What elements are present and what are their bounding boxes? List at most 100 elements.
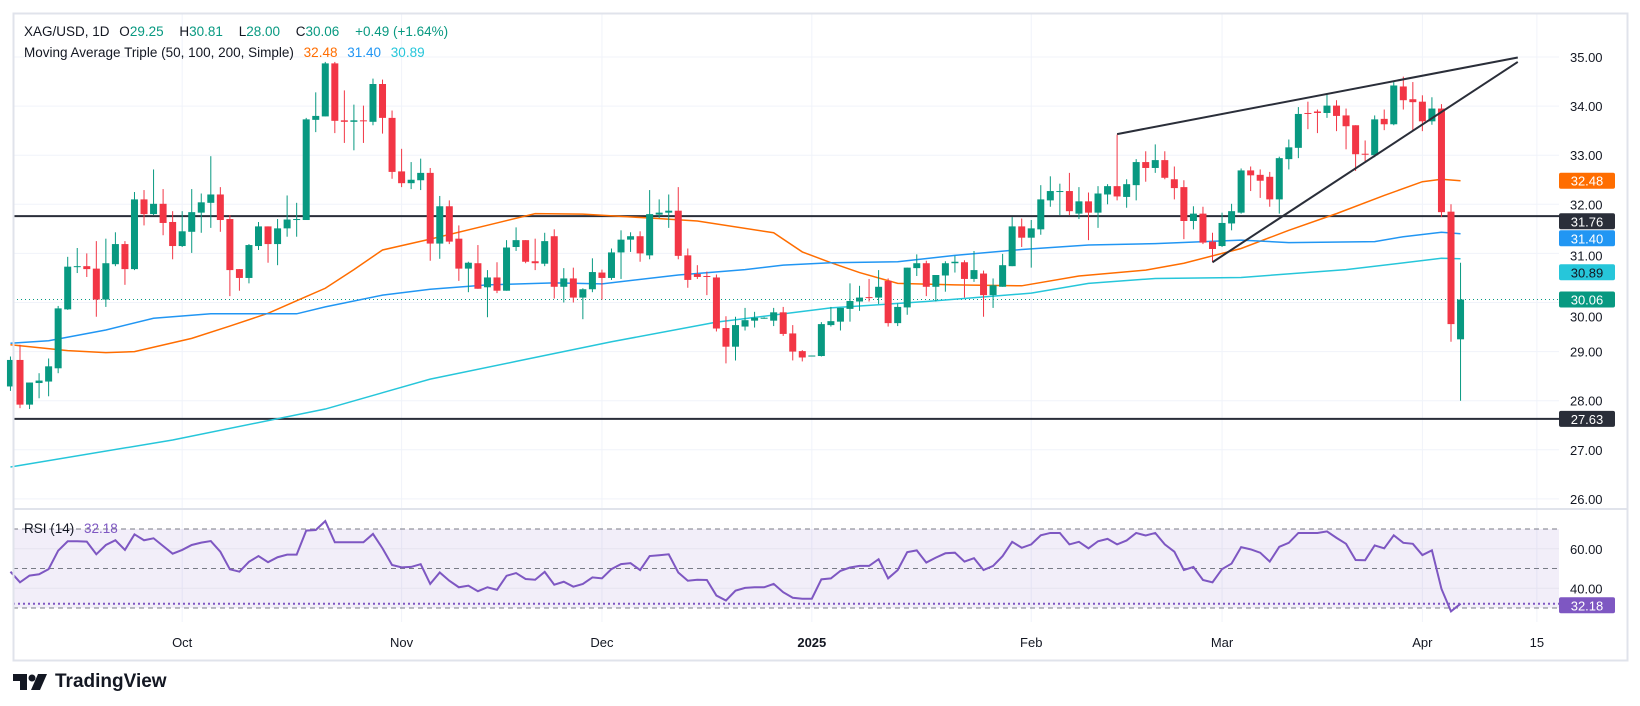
candle-body <box>1046 191 1054 201</box>
candle-body <box>779 312 787 334</box>
candle-body <box>951 261 959 264</box>
rsi-line-path <box>9 519 1462 613</box>
candles <box>6 61 1465 410</box>
candle-body <box>665 210 673 213</box>
candle-body <box>836 307 844 322</box>
candle-body <box>522 240 530 262</box>
candle-body <box>331 63 339 121</box>
candle-body <box>45 366 53 382</box>
open-label: O <box>119 24 130 39</box>
candle-body <box>1275 158 1283 200</box>
candle-body <box>999 265 1007 287</box>
candle-body <box>1132 162 1140 186</box>
candle-body <box>359 120 367 122</box>
level-price-tag-bg <box>1559 213 1615 230</box>
candle-body <box>121 244 129 270</box>
price-tags: 32.48 31.76 31.40 30.89 30.06 27.63 32.18 <box>1559 172 1615 614</box>
high-label: H <box>179 24 190 39</box>
price-tick-label: 30.00 <box>1570 310 1603 325</box>
close-label: C <box>295 24 306 39</box>
candle-body <box>350 120 358 122</box>
candle-body <box>1361 153 1369 155</box>
candle-body <box>245 245 253 278</box>
trendlines[interactable] <box>1116 56 1519 264</box>
price-tick-label: 31.00 <box>1570 248 1603 263</box>
chart-frame <box>12 12 1629 662</box>
candle-body <box>483 277 491 288</box>
candle-body <box>1056 191 1064 193</box>
candle-body <box>1247 170 1255 176</box>
candle-body <box>770 312 778 321</box>
candle-body <box>150 203 158 215</box>
candle-body <box>1018 226 1026 238</box>
time-axis[interactable]: Oct Nov Dec 2025 Feb Mar Apr 15 <box>172 635 1544 650</box>
candle-body <box>1142 162 1150 168</box>
candle-body <box>1428 108 1436 122</box>
candle-body <box>712 277 720 329</box>
open-value: 29.25 <box>129 24 164 39</box>
candle-body <box>1123 184 1131 197</box>
candle-body <box>16 359 24 405</box>
level-price-tag: 27.63 <box>1571 412 1604 427</box>
moving-average-line <box>10 257 1461 468</box>
candle-body <box>970 270 978 279</box>
price-tick-label: 34.00 <box>1570 99 1603 114</box>
ma200-value: 30.89 <box>390 45 425 60</box>
candle-body <box>1323 105 1331 113</box>
candle-body <box>913 263 921 269</box>
candle-body <box>293 219 301 221</box>
candle-body <box>197 202 205 213</box>
candle-body <box>703 275 711 277</box>
candle-body <box>169 221 177 247</box>
trendline <box>1211 61 1519 264</box>
candle-body <box>569 278 577 298</box>
moving-averages <box>10 178 1461 468</box>
low-value: 28.00 <box>246 24 280 39</box>
candle-body <box>741 320 749 327</box>
candle-body <box>550 236 558 287</box>
price-tick-label: 32.00 <box>1570 197 1603 212</box>
candle-body <box>789 333 797 352</box>
candle-body <box>1084 201 1092 213</box>
candle-body <box>1008 226 1016 267</box>
candle-body <box>1256 174 1264 181</box>
candle-body <box>417 172 425 181</box>
candle-body <box>693 274 701 277</box>
price-tick-label: 35.00 <box>1570 50 1603 65</box>
candle-body <box>655 212 663 215</box>
high-value: 30.81 <box>189 24 223 39</box>
candle-body <box>1447 211 1455 325</box>
candle-body <box>607 252 615 278</box>
rsi-legend[interactable]: RSI (14) 32.18 <box>24 521 124 536</box>
candle-body <box>560 278 568 287</box>
candle-body <box>1180 187 1188 221</box>
rsi-value-tag: 32.18 <box>1571 598 1604 613</box>
candle-body <box>178 231 186 247</box>
close-value: 30.06 <box>305 24 340 39</box>
moving-average-line <box>10 178 1461 354</box>
candle-body <box>436 206 444 244</box>
tradingview-logo-icon <box>13 674 47 690</box>
candle-body <box>1189 213 1197 221</box>
tradingview-logo[interactable]: TradingView <box>13 671 167 693</box>
price-axis[interactable]: 35.00 34.00 33.00 32.00 31.00 30.00 29.00 28.00… <box>1570 50 1603 596</box>
candle-body <box>1313 111 1321 113</box>
grid <box>13 14 1559 622</box>
candle-body <box>875 286 883 298</box>
candle-body <box>1409 99 1417 103</box>
candle-body <box>827 321 835 326</box>
symbol-legend: XAG/USD, 1D O29.25 H30.81 L28.00 C30.06 … <box>24 24 454 39</box>
candle-body <box>1285 147 1293 160</box>
rsi-line <box>9 519 1462 613</box>
candle-body <box>340 120 348 122</box>
candle-body <box>617 239 625 253</box>
candle-body <box>646 214 654 256</box>
candle-body <box>1457 299 1465 340</box>
candle-body <box>35 380 43 384</box>
candle-body <box>1294 113 1302 148</box>
ma-legend[interactable]: Moving Average Triple (50, 100, 200, Sim… <box>24 45 431 60</box>
rsi-value: 32.18 <box>84 521 118 536</box>
time-tick-label: Mar <box>1211 635 1234 650</box>
candle-body <box>1161 160 1169 178</box>
